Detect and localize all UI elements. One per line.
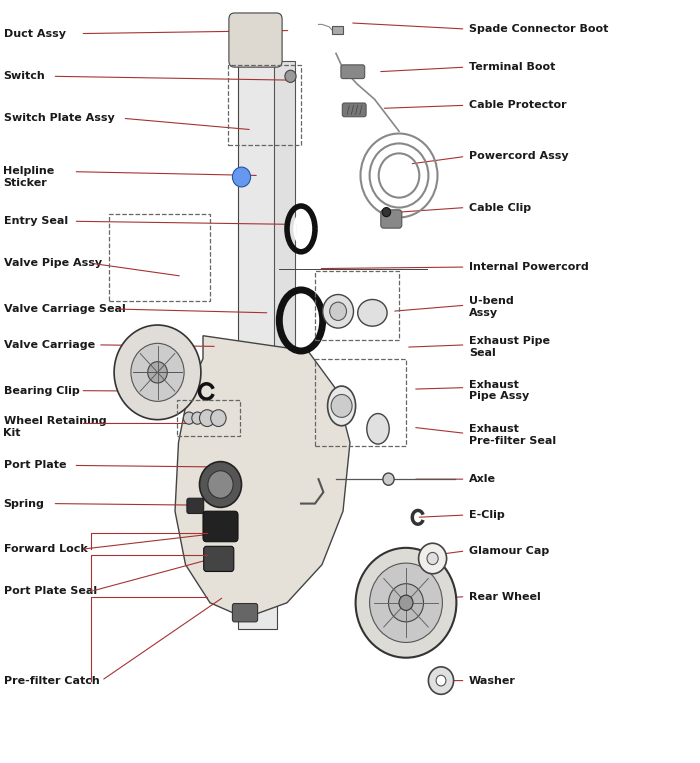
Bar	[274, 61, 295, 534]
Circle shape	[389, 584, 424, 622]
FancyBboxPatch shape	[341, 65, 365, 79]
Text: Bearing Clip: Bearing Clip	[4, 385, 79, 396]
Circle shape	[199, 462, 241, 507]
Circle shape	[148, 362, 167, 383]
FancyBboxPatch shape	[342, 103, 366, 117]
Polygon shape	[175, 336, 350, 618]
Circle shape	[331, 394, 352, 417]
Circle shape	[399, 595, 413, 610]
FancyBboxPatch shape	[204, 546, 234, 571]
Circle shape	[199, 410, 215, 427]
Text: Cable Clip: Cable Clip	[469, 202, 531, 213]
Circle shape	[211, 410, 226, 427]
Text: Powercord Assy: Powercord Assy	[469, 151, 568, 162]
Text: Switch: Switch	[4, 71, 46, 82]
Circle shape	[208, 471, 233, 498]
Circle shape	[427, 552, 438, 565]
Text: Entry Seal: Entry Seal	[4, 216, 68, 227]
Text: Valve Carriage Seal: Valve Carriage Seal	[4, 304, 125, 314]
Text: Duct Assy: Duct Assy	[4, 28, 66, 39]
Circle shape	[330, 302, 346, 320]
Text: Valve Pipe Assy: Valve Pipe Assy	[4, 258, 101, 269]
Text: Washer: Washer	[469, 675, 516, 686]
Text: Terminal Boot: Terminal Boot	[469, 62, 555, 72]
FancyBboxPatch shape	[229, 13, 282, 67]
Circle shape	[183, 412, 195, 424]
Text: U-bend
Assy: U-bend Assy	[469, 296, 514, 317]
Text: Cable Protector: Cable Protector	[469, 100, 566, 111]
FancyBboxPatch shape	[203, 511, 238, 542]
Ellipse shape	[328, 386, 356, 426]
Text: Exhaust
Pipe Assy: Exhaust Pipe Assy	[469, 380, 529, 401]
Text: Spring: Spring	[4, 498, 44, 509]
Text: Wheel Retaining
Kit: Wheel Retaining Kit	[4, 417, 106, 438]
FancyBboxPatch shape	[232, 604, 258, 622]
Bar	[108, 214, 210, 301]
Text: Port Plate Seal: Port Plate Seal	[4, 586, 97, 597]
Text: Port Plate: Port Plate	[4, 460, 66, 471]
Circle shape	[114, 325, 201, 420]
FancyBboxPatch shape	[187, 498, 204, 513]
Text: Pre-filter Catch: Pre-filter Catch	[4, 675, 99, 686]
Circle shape	[131, 343, 184, 401]
Circle shape	[232, 167, 251, 187]
Circle shape	[419, 543, 447, 574]
Circle shape	[382, 208, 391, 217]
Text: Spade Connector Boot: Spade Connector Boot	[469, 24, 608, 34]
Bar	[238, 42, 276, 629]
Circle shape	[285, 70, 296, 82]
Text: E-Clip: E-Clip	[469, 510, 505, 520]
Circle shape	[428, 667, 454, 694]
Bar	[315, 271, 399, 340]
Text: Exhaust Pipe
Seal: Exhaust Pipe Seal	[469, 336, 550, 358]
Text: Helpline
Sticker: Helpline Sticker	[4, 166, 55, 188]
Text: Forward Lock: Forward Lock	[4, 544, 88, 555]
Circle shape	[192, 412, 203, 424]
Text: Switch Plate Assy: Switch Plate Assy	[4, 113, 114, 124]
FancyBboxPatch shape	[381, 210, 402, 228]
Circle shape	[383, 473, 394, 485]
Bar	[315, 359, 406, 446]
Text: Internal Powercord: Internal Powercord	[469, 262, 589, 272]
Circle shape	[436, 675, 446, 686]
Ellipse shape	[358, 300, 387, 327]
Circle shape	[370, 563, 442, 642]
Ellipse shape	[367, 414, 389, 444]
Text: Glamour Cap: Glamour Cap	[469, 546, 550, 556]
Circle shape	[356, 548, 456, 658]
Bar	[332, 26, 343, 34]
Circle shape	[323, 295, 354, 328]
Text: Exhaust
Pre-filter Seal: Exhaust Pre-filter Seal	[469, 424, 556, 446]
Text: Axle: Axle	[469, 474, 496, 485]
Text: Valve Carriage: Valve Carriage	[4, 340, 94, 350]
Bar	[228, 65, 301, 145]
Bar	[177, 400, 240, 436]
Text: Rear Wheel: Rear Wheel	[469, 591, 540, 602]
